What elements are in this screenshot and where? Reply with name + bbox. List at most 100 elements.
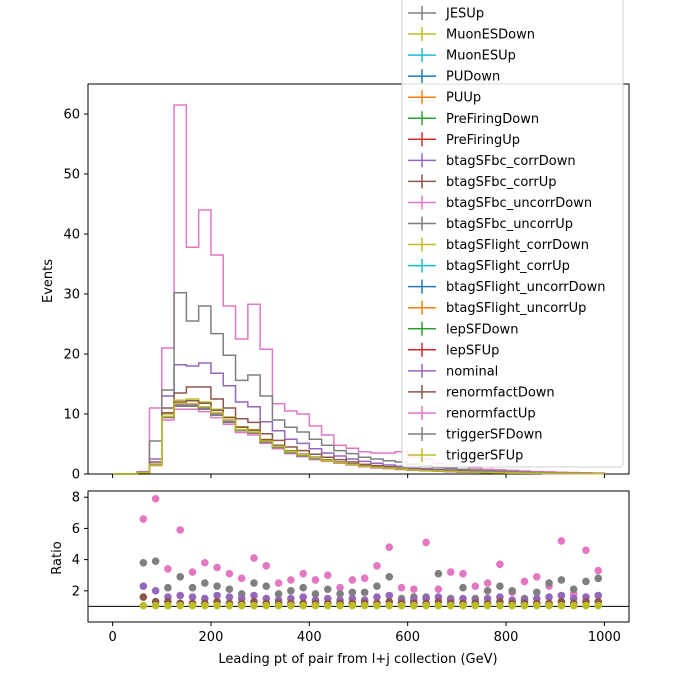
main-y-tick-label: 10 xyxy=(63,408,80,423)
ratio-point xyxy=(459,569,467,578)
ratio-point xyxy=(508,601,516,610)
legend-entry: triggerSFUp xyxy=(408,448,523,464)
ratio-point xyxy=(151,494,160,503)
ratio-point xyxy=(545,579,553,587)
legend-label: btagSFbc_uncorrDown xyxy=(446,196,592,211)
ratio-point xyxy=(250,591,258,600)
ratio-point xyxy=(557,576,566,584)
ratio-point xyxy=(557,601,566,610)
legend-entry: PUDown xyxy=(408,69,500,85)
ratio-x-tick-label: 1000 xyxy=(588,630,621,645)
ratio-point xyxy=(188,601,197,610)
main-y-tick-label: 30 xyxy=(63,288,80,303)
legend-label: nominal xyxy=(446,364,498,379)
legend-entry: lepSFDown xyxy=(408,321,518,337)
ratio-point xyxy=(532,588,541,597)
ratio-point xyxy=(545,601,553,610)
ratio-point xyxy=(139,601,148,610)
ratio-point xyxy=(201,579,209,587)
ratio-point xyxy=(446,601,455,610)
legend-entry: renormfactDown xyxy=(408,384,555,400)
ratio-point xyxy=(520,577,529,586)
ratio-point xyxy=(532,601,541,610)
ratio-point xyxy=(594,591,603,600)
ratio-point xyxy=(373,593,381,601)
x-axis-label: Leading pt of pair from l+j collection (… xyxy=(218,652,497,667)
ratio-point xyxy=(594,574,603,583)
legend-label: btagSFlight_corrUp xyxy=(446,259,570,274)
ratio-point xyxy=(250,579,258,587)
ratio-point xyxy=(139,515,148,523)
main-axes-frame xyxy=(87,83,630,475)
ratio-point xyxy=(385,591,394,600)
ratio-point xyxy=(201,558,209,567)
ratio-point xyxy=(151,601,160,610)
ratio-point xyxy=(274,590,283,598)
ratio-point xyxy=(459,601,467,610)
ratio-x-tick-label: 200 xyxy=(199,630,224,645)
main-histogram-panel: 0 10 20 30 40 50 60 xyxy=(63,83,630,483)
ratio-panel: 2 4 6 8 0 200 400 600 800 1000 xyxy=(72,490,630,645)
legend-entry: PreFiringUp xyxy=(408,132,520,148)
ratio-point xyxy=(360,588,369,597)
ratio-point xyxy=(434,585,443,594)
ratio-point xyxy=(287,587,295,595)
ratio-point xyxy=(373,601,381,610)
ratio-point xyxy=(532,572,541,581)
legend-entry: renormfactUp xyxy=(408,405,536,421)
ratio-point xyxy=(594,601,603,610)
ratio-point xyxy=(422,538,430,547)
legend-entry: btagSFlight_corrDown xyxy=(408,237,589,253)
ratio-point xyxy=(373,562,381,570)
ratio-y-axis-label: Ratio xyxy=(50,541,65,574)
ratio-axes-frame xyxy=(87,490,630,623)
ratio-point xyxy=(496,601,504,610)
ratio-point xyxy=(545,593,553,601)
legend-label: PUUp xyxy=(446,91,481,106)
ratio-point xyxy=(299,569,307,578)
ratio-point xyxy=(496,582,504,590)
ratio-point xyxy=(471,601,480,610)
ratio-point xyxy=(348,601,357,610)
ratio-point xyxy=(569,601,578,610)
legend-label: PUDown xyxy=(446,70,500,85)
ratio-point xyxy=(164,583,172,592)
ratio-point xyxy=(176,572,185,581)
ratio-point xyxy=(323,571,332,580)
ratio-point xyxy=(483,601,492,610)
legend-entry: btagSFbc_uncorrDown xyxy=(408,195,592,211)
legend: JESUp MuonESDown MuonESUp PUDown PUUp PreFiri… xyxy=(401,0,624,468)
ratio-point xyxy=(373,582,381,590)
ratio-point xyxy=(176,526,185,534)
main-y-tick-label: 20 xyxy=(63,348,80,363)
main-y-tick-label: 40 xyxy=(63,228,80,243)
ratio-x-tick-label: 600 xyxy=(395,630,420,645)
ratio-point xyxy=(164,565,172,573)
legend-label: lepSFUp xyxy=(446,343,499,358)
legend-box xyxy=(401,0,624,468)
legend-entry: MuonESDown xyxy=(408,27,535,43)
ratio-point xyxy=(582,577,590,586)
legend-entry: nominal xyxy=(408,363,498,379)
ratio-point xyxy=(496,560,504,569)
legend-label: btagSFbc_corrUp xyxy=(446,175,557,190)
ratio-point xyxy=(225,601,234,610)
ratio-point xyxy=(299,593,307,601)
ratio-point xyxy=(213,601,221,610)
ratio-point xyxy=(323,601,332,610)
ratio-point xyxy=(582,546,590,555)
ratio-point xyxy=(262,601,271,610)
ratio-point xyxy=(139,593,148,601)
ratio-point xyxy=(250,601,258,610)
ratio-point xyxy=(520,601,529,610)
ratio-point xyxy=(188,583,197,592)
ratio-point xyxy=(311,576,320,584)
ratio-point xyxy=(336,583,344,592)
legend-entry: btagSFlight_uncorrDown xyxy=(408,279,606,295)
ratio-point xyxy=(557,537,566,545)
ratio-point xyxy=(336,601,344,610)
ratio-point xyxy=(176,601,185,610)
ratio-x-tick-label: 800 xyxy=(494,630,519,645)
ratio-point xyxy=(225,569,234,578)
